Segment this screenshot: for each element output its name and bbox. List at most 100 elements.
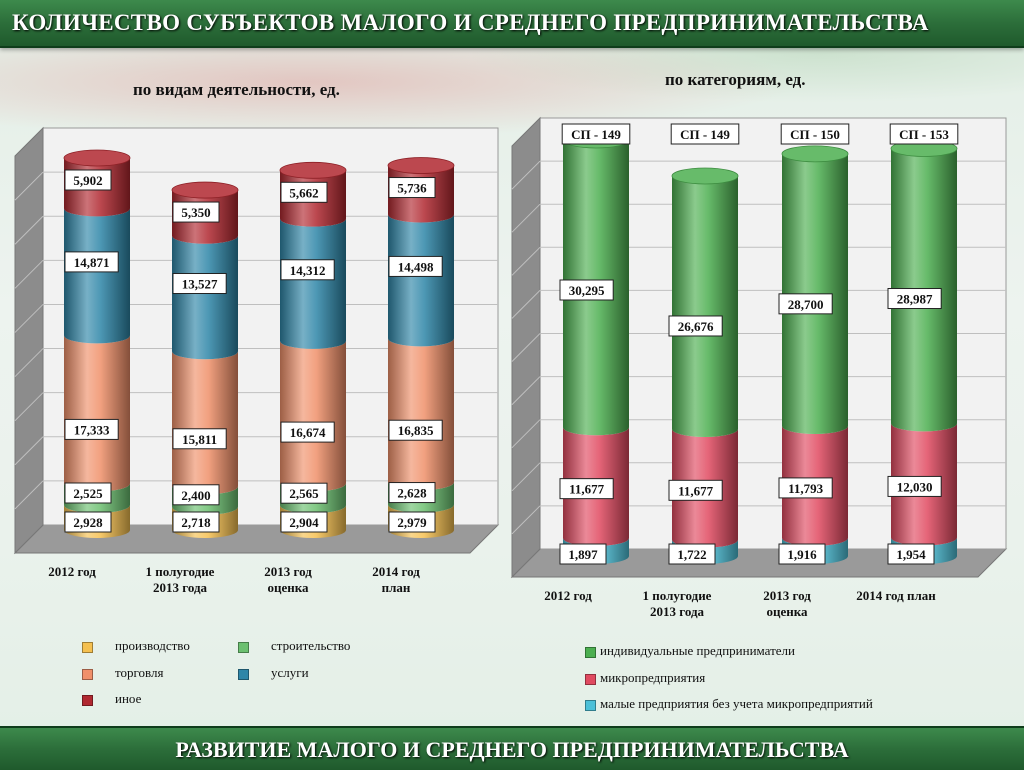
- legend-swatch-construction: [238, 641, 249, 653]
- left-panel-side-wall: [14, 126, 44, 555]
- legend-item-construction: строительство: [238, 638, 350, 654]
- left-category-label-3-line-0: 2014 год: [372, 564, 420, 579]
- left-label-1-4: 5,350: [181, 205, 210, 220]
- right-top-label-3-box: [889, 123, 959, 145]
- legend-label-small: малые предприятия без учета микропредпри…: [600, 696, 873, 711]
- left-label-1-3-box: [172, 273, 227, 295]
- right-label-3-0-box: [887, 543, 935, 565]
- left-label-2-3-box: [280, 259, 335, 281]
- legend-swatch-small: [585, 699, 596, 711]
- left-label-2-0-box: [280, 511, 328, 533]
- left-bar-2-услуги: [280, 218, 346, 349]
- left-label-0-4: 5,902: [73, 173, 102, 188]
- right-label-1-1-box: [668, 479, 723, 501]
- legend-swatch-trade: [82, 668, 93, 680]
- right-category-label-1-line-0: 1 полугодие: [643, 588, 712, 603]
- left-label-2-4: 5,662: [289, 185, 318, 200]
- left-label-0-2: 17,333: [74, 422, 110, 437]
- right-label-0-1-box: [559, 478, 614, 500]
- left-label-3-2-box: [388, 419, 443, 441]
- right-bar-2-top: [781, 145, 849, 163]
- right-bar-1-индивидуальные предприниматели: [672, 175, 738, 437]
- legend-swatch-individual: [585, 646, 596, 658]
- left-label-0-4-box: [64, 169, 112, 191]
- right-panel-side-gridline: [511, 505, 541, 535]
- right-category-label-3-line-0: 2014 год план: [856, 588, 936, 603]
- right-top-label-1-box: [670, 123, 740, 145]
- left-label-3-3-box: [388, 255, 443, 277]
- left-label-0-0: 2,928: [73, 515, 103, 530]
- left-category-label-1-line-1: 2013 года: [153, 580, 208, 595]
- left-bar-1-торговля: [172, 351, 238, 495]
- left-chart-subtitle: по видам деятельности, ед.: [133, 80, 340, 99]
- left-label-0-1-box: [64, 482, 112, 504]
- right-top-label-1: СП - 149: [680, 127, 730, 142]
- left-category-label-0-line-0: 2012 год: [48, 564, 96, 579]
- left-label-0-2-box: [64, 418, 119, 440]
- right-label-1-0: 1,722: [677, 547, 706, 562]
- left-panel-side-gridline: [14, 215, 44, 245]
- left-label-3-2: 16,835: [398, 423, 434, 438]
- left-label-3-0-box: [388, 511, 436, 533]
- right-label-3-1: 12,030: [897, 479, 933, 494]
- legend-label-individual: индивидуальные предприниматели: [600, 643, 795, 658]
- right-top-label-0-box: [561, 123, 631, 145]
- left-label-3-4-box: [388, 177, 436, 199]
- left-label-3-1: 2,628: [397, 486, 427, 501]
- right-label-2-0: 1,916: [787, 547, 817, 562]
- right-panel-side-gridline: [511, 419, 541, 449]
- legend-swatch-micro: [585, 673, 596, 685]
- legend-item-production: производство: [82, 638, 190, 654]
- title-bar: КОЛИЧЕСТВО СУБЪЕКТОВ МАЛОГО И СРЕДНЕГО П…: [0, 0, 1024, 48]
- legend-swatch-services: [238, 668, 249, 680]
- right-label-2-2-box: [778, 293, 833, 315]
- right-top-label-0: СП - 149: [571, 127, 621, 142]
- right-category-label-0-line-0: 2012 год: [544, 588, 592, 603]
- right-panel-side-gridline: [511, 376, 541, 405]
- left-category-label-2-line-1: оценка: [267, 580, 309, 595]
- left-label-2-3: 14,312: [290, 263, 326, 278]
- footer-bar: РАЗВИТИЕ МАЛОГО И СРЕДНЕГО ПРЕДПРИНИМАТЕ…: [0, 726, 1024, 770]
- left-bar-1-top: [171, 181, 239, 199]
- left-panel-side-gridline: [14, 348, 44, 377]
- right-label-0-1: 11,677: [569, 482, 605, 497]
- left-label-2-0: 2,904: [289, 515, 319, 530]
- left-bar-0-торговля: [64, 335, 130, 492]
- right-label-3-0: 1,954: [896, 547, 926, 562]
- left-panel-side-gridline: [14, 171, 44, 201]
- left-label-1-2: 15,811: [182, 432, 217, 447]
- legend-swatch-production: [82, 641, 93, 653]
- right-label-0-2-box: [559, 279, 614, 301]
- left-label-2-2-box: [280, 421, 335, 443]
- right-label-3-1-box: [887, 475, 942, 497]
- right-category-label-2-line-1: оценка: [766, 604, 808, 619]
- left-label-2-1-box: [280, 482, 328, 504]
- right-label-1-1: 11,677: [678, 483, 714, 498]
- left-bar-3-услуги: [388, 214, 454, 347]
- right-panel-side-gridline: [511, 290, 541, 319]
- right-label-3-2-box: [887, 288, 942, 310]
- legend-item-trade: торговля: [82, 665, 163, 681]
- left-panel-side-gridline: [14, 392, 44, 422]
- right-label-1-0-box: [668, 543, 716, 565]
- right-label-2-0-box: [778, 543, 826, 565]
- right-category-label-1-line-1: 2013 года: [650, 604, 705, 619]
- left-label-2-2: 16,674: [290, 425, 326, 440]
- right-panel-side-gridline: [511, 246, 541, 276]
- left-panel-side-gridline: [14, 304, 44, 333]
- left-label-0-1: 2,525: [73, 486, 103, 501]
- left-label-3-4: 5,736: [397, 181, 427, 196]
- left-label-1-0-box: [172, 511, 220, 533]
- right-top-label-2-box: [780, 123, 850, 145]
- right-bar-1-top: [671, 167, 739, 185]
- left-label-3-3: 14,498: [398, 259, 434, 274]
- left-panel-side-gridline: [14, 480, 44, 510]
- left-label-1-0: 2,718: [181, 515, 211, 530]
- legend-label-production: производство: [115, 638, 190, 653]
- legend-swatch-other: [82, 694, 93, 706]
- footer-title: РАЗВИТИЕ МАЛОГО И СРЕДНЕГО ПРЕДПРИНИМАТЕ…: [175, 737, 849, 762]
- right-label-0-2: 30,295: [569, 283, 605, 298]
- right-top-label-2: СП - 150: [790, 127, 840, 142]
- legend-label-construction: строительство: [271, 638, 351, 653]
